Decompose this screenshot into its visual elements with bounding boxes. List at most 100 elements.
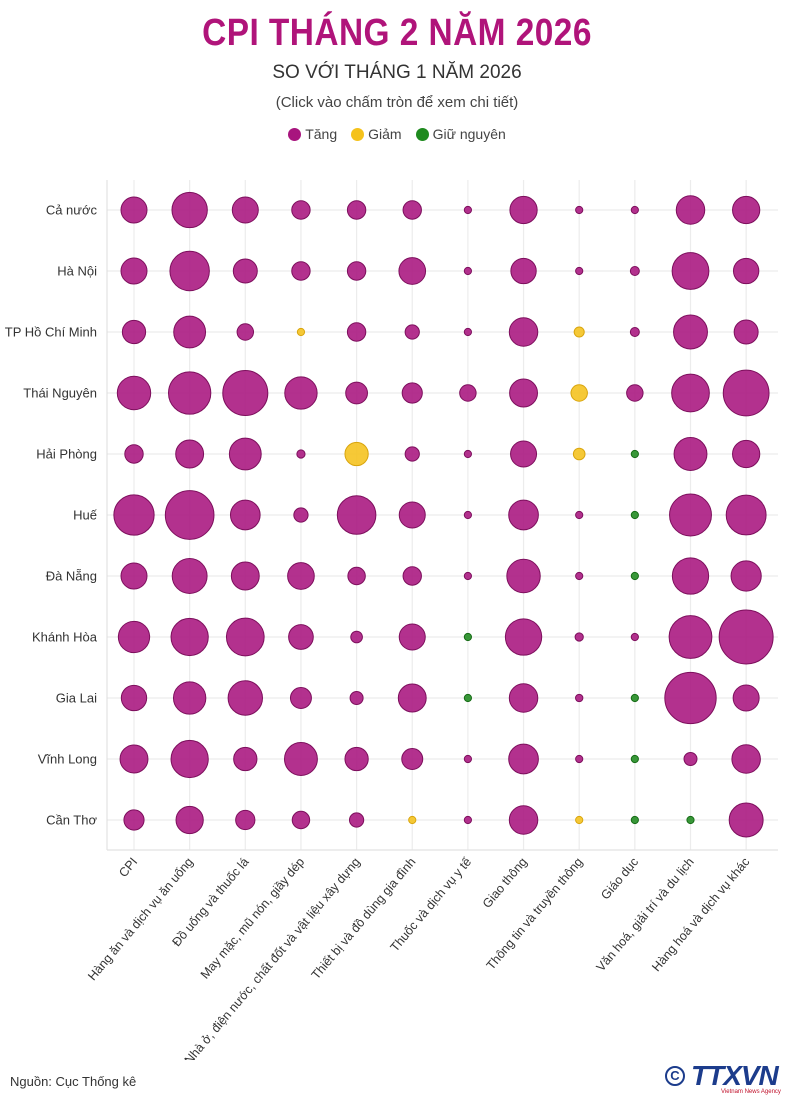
bubble-point[interactable]	[124, 444, 144, 464]
legend-item-unchanged[interactable]: Giữ nguyên	[415, 126, 506, 142]
bubble-point[interactable]	[169, 250, 210, 292]
bubble-point[interactable]	[508, 743, 539, 775]
bubble-point[interactable]	[573, 326, 585, 338]
bubble-point[interactable]	[288, 624, 314, 650]
bubble-point[interactable]	[348, 812, 365, 828]
legend-item-decrease[interactable]: Giảm	[351, 126, 402, 142]
bubble-point[interactable]	[401, 382, 423, 404]
bubble-point[interactable]	[574, 632, 584, 642]
bubble-point[interactable]	[171, 558, 208, 594]
bubble-point[interactable]	[463, 449, 472, 459]
bubble-point[interactable]	[508, 683, 539, 713]
bubble-point[interactable]	[231, 196, 259, 224]
bubble-point[interactable]	[232, 258, 258, 284]
bubble-point[interactable]	[345, 381, 368, 405]
bubble-point[interactable]	[686, 815, 695, 825]
bubble-point[interactable]	[172, 681, 207, 715]
bubble-point[interactable]	[725, 494, 767, 536]
bubble-point[interactable]	[509, 195, 538, 225]
bubble-point[interactable]	[718, 609, 774, 665]
bubble-point[interactable]	[508, 499, 539, 531]
bubble-point[interactable]	[349, 691, 364, 705]
bubble-point[interactable]	[732, 439, 761, 469]
bubble-point[interactable]	[630, 449, 639, 459]
bubble-point[interactable]	[401, 748, 424, 770]
bubble-point[interactable]	[222, 369, 269, 417]
bubble-point[interactable]	[398, 257, 427, 285]
bubble-point[interactable]	[235, 809, 256, 831]
bubble-point[interactable]	[626, 384, 644, 402]
bubble-point[interactable]	[675, 195, 706, 225]
bubble-point[interactable]	[570, 384, 588, 402]
bubble-point[interactable]	[669, 493, 712, 537]
bubble-point[interactable]	[116, 375, 152, 411]
bubble-point[interactable]	[463, 266, 472, 276]
bubble-point[interactable]	[575, 205, 584, 215]
bubble-point[interactable]	[236, 323, 255, 341]
bubble-point[interactable]	[722, 369, 770, 417]
bubble-point[interactable]	[230, 561, 260, 591]
bubble-point[interactable]	[229, 499, 261, 531]
bubble-point[interactable]	[120, 257, 148, 285]
bubble-point[interactable]	[346, 261, 367, 281]
bubble-point[interactable]	[291, 810, 311, 830]
bubble-point[interactable]	[668, 615, 713, 659]
bubble-point[interactable]	[629, 266, 640, 276]
bubble-point[interactable]	[575, 510, 584, 520]
bubble-point[interactable]	[397, 683, 427, 713]
bubble-point[interactable]	[630, 571, 639, 581]
bubble-point[interactable]	[227, 680, 264, 716]
bubble-point[interactable]	[284, 376, 318, 410]
bubble-point[interactable]	[408, 815, 417, 825]
bubble-point[interactable]	[463, 510, 472, 520]
bubble-point[interactable]	[291, 200, 311, 220]
bubble-point[interactable]	[175, 805, 204, 835]
bubble-point[interactable]	[350, 630, 363, 644]
bubble-point[interactable]	[402, 566, 422, 586]
bubble-point[interactable]	[463, 693, 472, 703]
bubble-point[interactable]	[575, 266, 584, 276]
bubble-point[interactable]	[510, 440, 538, 468]
bubble-point[interactable]	[509, 378, 538, 408]
bubble-point[interactable]	[164, 490, 215, 540]
bubble-point[interactable]	[173, 315, 207, 349]
bubble-point[interactable]	[402, 200, 422, 220]
bubble-point[interactable]	[671, 373, 710, 413]
bubble-point[interactable]	[336, 495, 377, 535]
bubble-point[interactable]	[113, 494, 155, 536]
bubble-point[interactable]	[673, 314, 708, 350]
bubble-point[interactable]	[629, 327, 640, 337]
bubble-point[interactable]	[683, 752, 698, 766]
bubble-point[interactable]	[575, 815, 584, 825]
bubble-point[interactable]	[575, 754, 584, 764]
bubble-point[interactable]	[291, 261, 311, 281]
bubble-point[interactable]	[293, 507, 309, 523]
bubble-point[interactable]	[732, 684, 760, 712]
bubble-point[interactable]	[233, 746, 258, 772]
bubble-point[interactable]	[344, 746, 369, 772]
bubble-point[interactable]	[346, 322, 367, 342]
bubble-point[interactable]	[506, 558, 541, 594]
bubble-point[interactable]	[121, 319, 147, 345]
bubble-point[interactable]	[664, 671, 717, 725]
bubble-point[interactable]	[731, 744, 761, 774]
bubble-point[interactable]	[630, 510, 639, 520]
bubble-point[interactable]	[463, 632, 472, 642]
bubble-point[interactable]	[732, 195, 761, 225]
bubble-point[interactable]	[398, 623, 426, 651]
bubble-point[interactable]	[630, 754, 639, 764]
bubble-point[interactable]	[171, 191, 208, 229]
bubble-point[interactable]	[117, 620, 151, 654]
bubble-point[interactable]	[671, 252, 710, 290]
bubble-point[interactable]	[123, 809, 145, 831]
bubble-point[interactable]	[228, 437, 262, 471]
bubble-point[interactable]	[284, 742, 318, 776]
bubble-point[interactable]	[630, 632, 639, 642]
bubble-point[interactable]	[630, 693, 639, 703]
bubble-point[interactable]	[575, 571, 584, 581]
bubble-point[interactable]	[296, 449, 306, 459]
bubble-point[interactable]	[504, 618, 543, 656]
bubble-point[interactable]	[120, 684, 148, 712]
bubble-point[interactable]	[508, 317, 539, 347]
bubble-point[interactable]	[671, 557, 710, 595]
